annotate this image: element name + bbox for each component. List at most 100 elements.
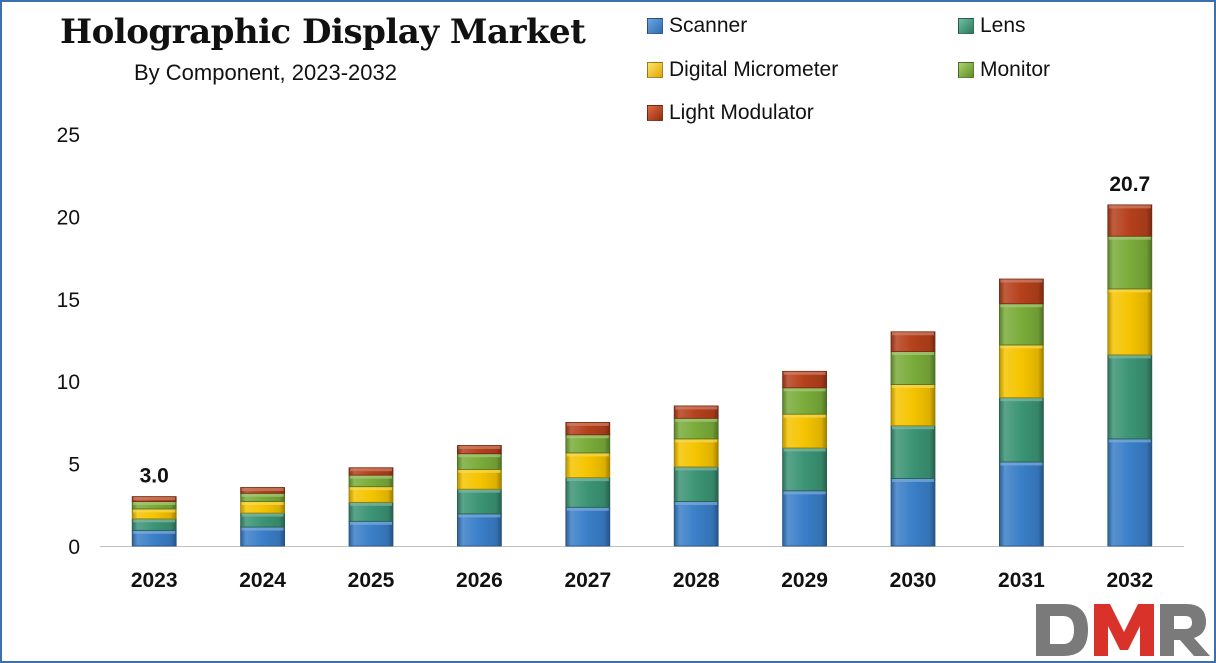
bar-segment-highlight (1108, 289, 1151, 293)
bar-segment-highlight (1000, 304, 1043, 308)
chart-subtitle: By Component, 2023-2032 (134, 60, 397, 85)
bar-segment (782, 447, 827, 492)
bar-segment (673, 466, 719, 502)
bar-segment (565, 477, 611, 508)
bar-segment (999, 344, 1044, 399)
x-tick-label: 2030 (890, 569, 937, 592)
bar-segment (348, 467, 394, 476)
bar-segment (890, 351, 936, 385)
bar-segment-highlight (783, 388, 826, 392)
bar-segment-highlight (675, 502, 718, 506)
bar-segment-highlight (1000, 279, 1043, 283)
bar-segment-highlight (566, 435, 609, 439)
legend-item-scanner: Scanner (647, 14, 747, 38)
legend-label-lens: Lens (980, 14, 1026, 37)
x-tick-label: 2026 (456, 569, 503, 592)
bar-segment-highlight (1000, 462, 1043, 466)
bar-segment-highlight (675, 439, 718, 443)
legend-swatch-lens (958, 18, 974, 34)
bar-segment-highlight (458, 445, 501, 449)
bar-segment-highlight (892, 478, 934, 482)
bar-segment (673, 438, 719, 468)
legend-label-digital-micrometer: Digital Micrometer (669, 58, 839, 81)
bar-segment (890, 425, 936, 479)
bar-segment-highlight (241, 527, 284, 531)
bar-segment-highlight (1000, 398, 1043, 402)
bar-segment-highlight (783, 491, 826, 495)
bar-segment (890, 478, 936, 547)
bar-segment-highlight (350, 487, 392, 491)
bar-segment-highlight (892, 384, 934, 388)
bar-segment-highlight (566, 478, 609, 482)
bar-segment (1107, 204, 1153, 237)
bar-segment-highlight (458, 469, 501, 473)
total-data-label: 3.0 (140, 465, 169, 488)
bar-segment-highlight (892, 426, 934, 430)
bar-segment (456, 488, 502, 515)
x-tick-label: 2031 (998, 569, 1045, 592)
bar-segment-highlight (350, 468, 392, 472)
legend-item-light-modulator: Light Modulator (647, 101, 814, 125)
bar-segment (565, 452, 611, 479)
x-tick-label: 2025 (348, 569, 395, 592)
bar-segment-highlight (133, 502, 176, 506)
bar-segment (348, 520, 394, 547)
bar-segment (565, 506, 611, 547)
bar-segment-highlight (133, 509, 176, 513)
bar-segment (999, 461, 1044, 547)
bar-segment (1107, 438, 1153, 547)
legend-swatch-monitor (958, 62, 974, 78)
x-tick-label: 2032 (1106, 569, 1153, 592)
y-tick-label: 20 (57, 206, 80, 229)
bar-segment (456, 513, 502, 547)
x-tick-label: 2028 (673, 569, 720, 592)
bar-segment-highlight (133, 519, 176, 523)
bar-segment-highlight (241, 487, 284, 491)
legend-item-digital-micrometer: Digital Micrometer (647, 58, 838, 82)
bar-segment (1107, 235, 1153, 290)
legend-item-monitor: Monitor (958, 58, 1050, 82)
bar-segment-highlight (892, 332, 934, 336)
bar-segment-highlight (133, 530, 176, 534)
legend-swatch-digital-micrometer (647, 62, 663, 78)
bar-segment-highlight (1108, 205, 1151, 209)
bar-segment (999, 278, 1044, 305)
bar-segment (999, 397, 1044, 463)
bar-segment (890, 384, 936, 427)
bar-segment (782, 370, 827, 389)
bar-segment-highlight (1000, 345, 1043, 349)
bar-segment (1107, 288, 1153, 356)
chart-title: Holographic Display Market (60, 12, 586, 52)
bar-segment-highlight (1108, 355, 1151, 359)
bar-segment-highlight (458, 514, 501, 518)
legend-swatch-scanner (647, 18, 663, 34)
bar-segment-highlight (566, 453, 609, 457)
legend-swatch-light-modulator (647, 105, 663, 121)
bar-segment-highlight (783, 371, 826, 375)
y-tick-label: 25 (57, 124, 80, 147)
bar-segment-highlight (458, 489, 501, 493)
x-tick-label: 2029 (781, 569, 828, 592)
bar-segment-highlight (350, 521, 392, 525)
legend-item-lens: Lens (958, 14, 1026, 38)
y-tick-label: 10 (57, 371, 80, 394)
bar-segment-highlight (566, 507, 609, 511)
bar-segment-highlight (241, 513, 284, 517)
bar-segment-highlight (675, 406, 718, 410)
y-tick-label: 0 (68, 536, 80, 559)
bar-segment-highlight (241, 502, 284, 506)
bar-segment (890, 331, 936, 352)
bar-segment-highlight (566, 422, 609, 426)
bar-segment (782, 413, 827, 449)
bar-segment (782, 387, 827, 415)
x-tick-label: 2027 (564, 569, 611, 592)
bar-segment-highlight (458, 454, 501, 458)
legend-label-light-modulator: Light Modulator (669, 101, 814, 124)
x-tick-label: 2023 (131, 569, 178, 592)
bar-segment-highlight (783, 414, 826, 418)
bar-segment-highlight (892, 352, 934, 356)
y-tick-label: 5 (68, 454, 80, 477)
total-data-label: 20.7 (1109, 173, 1150, 196)
